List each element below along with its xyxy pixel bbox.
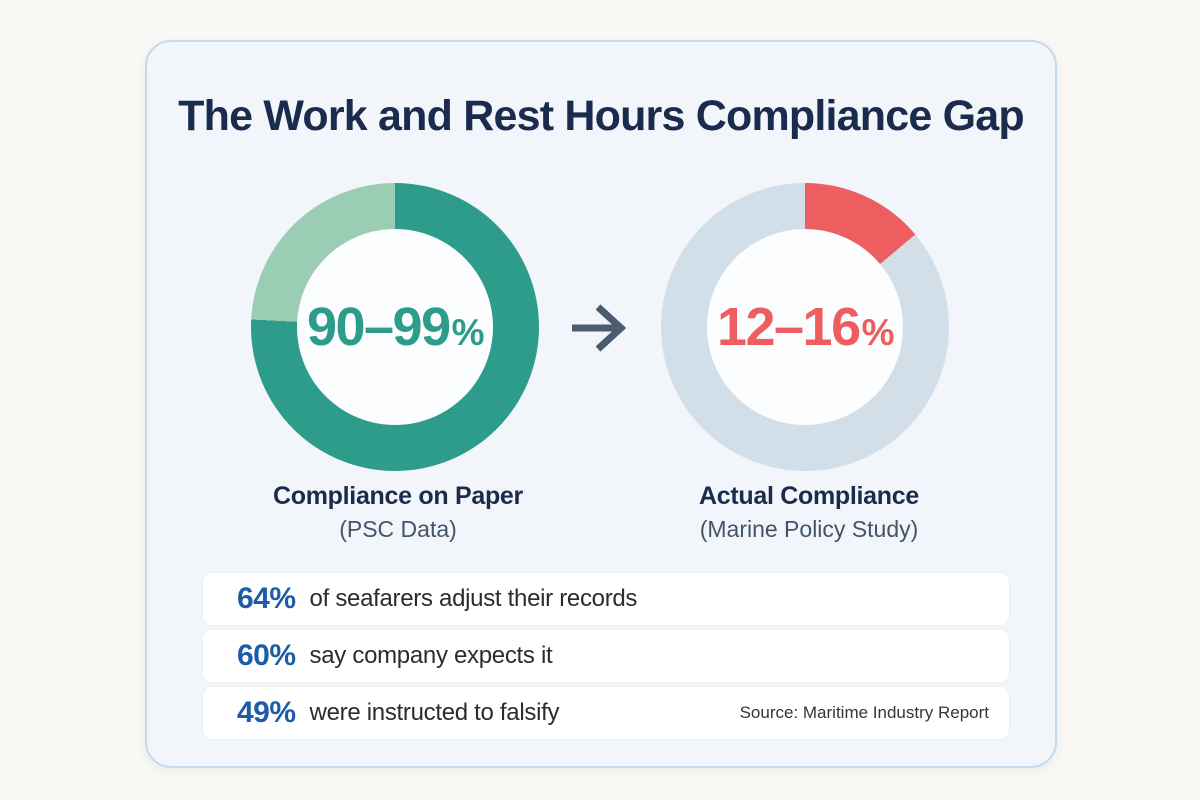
infographic-card: The Work and Rest Hours Compliance Gap 9… bbox=[145, 40, 1057, 768]
stat-text: were instructed to falsify bbox=[309, 699, 560, 726]
stat-text: of seafarers adjust their records bbox=[309, 585, 638, 612]
donut-value-percent-sign: % bbox=[861, 312, 895, 353]
source-attribution: Source: Maritime Industry Report bbox=[739, 703, 989, 722]
donut-value-number: 90–99 bbox=[306, 297, 451, 357]
page-title: The Work and Rest Hours Compliance Gap bbox=[178, 92, 1024, 140]
caption-title: Actual Compliance bbox=[699, 482, 919, 510]
donut-chart-actual-compliance: 12–16% bbox=[661, 183, 949, 471]
donut-value-number: 12–16 bbox=[716, 297, 861, 357]
caption-subtitle: (Marine Policy Study) bbox=[699, 516, 919, 542]
caption-title: Compliance on Paper bbox=[273, 482, 523, 510]
donut-center-value: 90–99% bbox=[251, 183, 539, 471]
stats-panel: 64% of seafarers adjust their records 60… bbox=[202, 572, 1010, 743]
stat-value: 60% bbox=[237, 639, 296, 672]
donut-center-value: 12–16% bbox=[661, 183, 949, 471]
stat-row-adjust-records: 64% of seafarers adjust their records bbox=[202, 572, 1010, 626]
stat-row-company-expects: 60% say company expects it bbox=[202, 629, 1010, 683]
stat-text: say company expects it bbox=[309, 642, 553, 669]
right-arrow-icon bbox=[572, 304, 627, 352]
caption-subtitle: (PSC Data) bbox=[339, 516, 457, 542]
caption-actual-compliance: Actual Compliance (Marine Policy Study) bbox=[619, 482, 999, 543]
donut-value-percent-sign: % bbox=[451, 312, 485, 353]
caption-compliance-on-paper: Compliance on Paper (PSC Data) bbox=[208, 482, 588, 543]
stat-row-instructed-to-falsify: 49% were instructed to falsify Source: M… bbox=[202, 686, 1010, 740]
stat-value: 49% bbox=[237, 696, 296, 729]
donut-chart-compliance-on-paper: 90–99% bbox=[251, 183, 539, 471]
stat-value: 64% bbox=[237, 582, 296, 615]
